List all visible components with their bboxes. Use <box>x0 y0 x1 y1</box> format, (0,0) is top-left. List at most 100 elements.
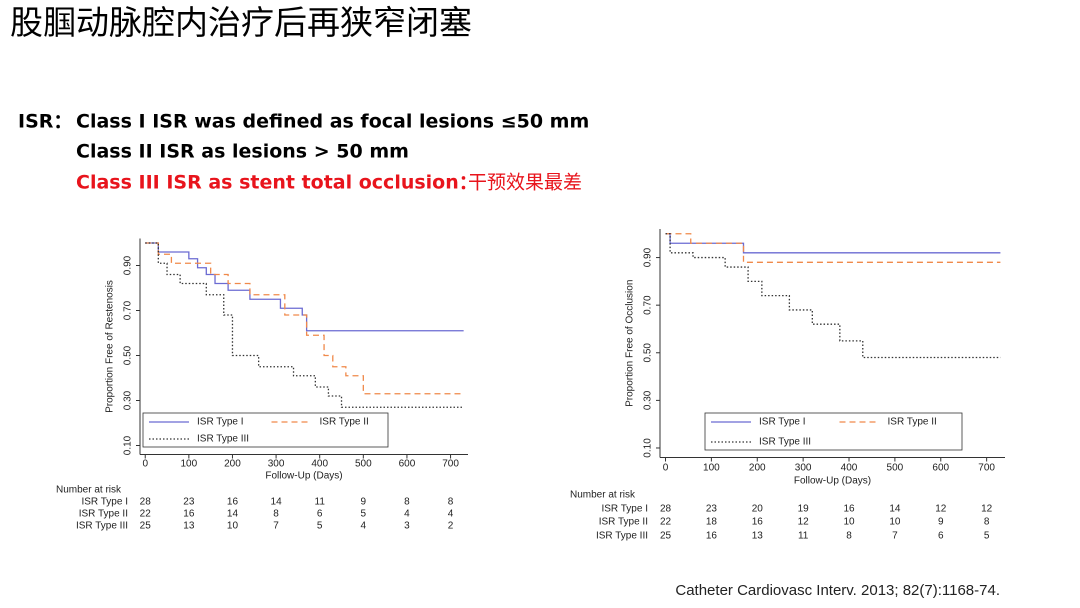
risk-value: 16 <box>843 504 855 515</box>
y-tick-label: 0.50 <box>123 345 134 365</box>
risk-value: 28 <box>140 497 152 508</box>
risk-value: 10 <box>227 521 239 532</box>
x-tick-label: 700 <box>442 459 459 470</box>
risk-value: 8 <box>984 517 990 528</box>
legend-label: ISR Type I <box>759 417 806 428</box>
isr-line: Class II ISR as lesions > 50 mm <box>76 141 409 163</box>
risk-value: 11 <box>798 531 809 542</box>
risk-value: 23 <box>706 504 718 515</box>
y-tick-label: 0.50 <box>643 343 654 363</box>
risk-row-label: ISR Type I <box>601 504 648 515</box>
legend-label: ISR Type III <box>759 437 811 448</box>
x-tick-label: 100 <box>703 463 720 474</box>
x-tick-label: 100 <box>181 459 198 470</box>
legend-label: ISR Type II <box>320 417 369 428</box>
risk-value: 12 <box>798 517 810 528</box>
risk-row-label: ISR Type II <box>599 517 648 528</box>
risk-title: Number at risk <box>56 485 122 496</box>
y-axis-title: Proportion Free of Occlusion <box>625 280 636 407</box>
risk-value: 4 <box>404 509 410 520</box>
risk-value: 7 <box>892 531 898 542</box>
risk-value: 14 <box>271 497 283 508</box>
y-tick-label: 0.70 <box>643 295 654 315</box>
risk-value: 10 <box>843 517 855 528</box>
y-tick-label: 0.90 <box>643 247 654 267</box>
x-tick-label: 300 <box>795 463 812 474</box>
km-curve <box>145 242 464 395</box>
risk-title: Number at risk <box>570 490 636 501</box>
risk-value: 6 <box>317 509 323 520</box>
x-tick-label: 600 <box>399 459 416 470</box>
legend-label: ISR Type II <box>888 417 937 428</box>
risk-value: 8 <box>846 531 852 542</box>
risk-value: 11 <box>315 497 326 508</box>
x-tick-label: 200 <box>749 463 766 474</box>
y-axis-title: Proportion Free of Restenosis <box>105 280 116 413</box>
risk-value: 14 <box>889 504 901 515</box>
risk-value: 19 <box>798 504 810 515</box>
risk-value: 14 <box>227 509 239 520</box>
risk-value: 6 <box>938 531 944 542</box>
y-tick-label: 0.70 <box>123 300 134 320</box>
risk-value: 2 <box>448 521 454 532</box>
risk-value: 16 <box>183 509 195 520</box>
x-tick-label: 0 <box>142 459 148 470</box>
y-tick-label: 0.30 <box>123 390 134 410</box>
y-tick-label: 0.30 <box>643 390 654 410</box>
risk-value: 22 <box>140 509 152 520</box>
risk-value: 9 <box>938 517 944 528</box>
isr-line: Class III ISR as stent total occlusion： <box>76 172 478 194</box>
risk-value: 9 <box>361 497 367 508</box>
risk-value: 8 <box>448 497 454 508</box>
x-tick-label: 400 <box>841 463 858 474</box>
risk-value: 4 <box>448 509 454 520</box>
risk-value: 22 <box>660 517 672 528</box>
x-axis-title: Follow-Up (Days) <box>794 476 871 487</box>
x-tick-label: 400 <box>311 459 328 470</box>
x-axis-title: Follow-Up (Days) <box>265 471 342 482</box>
legend-box <box>704 412 963 451</box>
y-tick-label: 0.10 <box>123 435 134 455</box>
risk-value: 16 <box>706 531 718 542</box>
legend-label: ISR Type III <box>197 434 249 445</box>
risk-value: 13 <box>752 531 764 542</box>
risk-value: 8 <box>273 509 279 520</box>
risk-value: 23 <box>183 497 195 508</box>
km-curve <box>665 233 1001 263</box>
y-tick-label: 0.10 <box>643 438 654 458</box>
x-tick-label: 600 <box>932 463 949 474</box>
risk-value: 5 <box>361 509 367 520</box>
risk-value: 10 <box>889 517 901 528</box>
x-tick-label: 0 <box>663 463 669 474</box>
risk-row-label: ISR Type I <box>81 497 128 508</box>
risk-value: 3 <box>404 521 410 532</box>
risk-value: 13 <box>183 521 195 532</box>
x-tick-label: 500 <box>355 459 372 470</box>
risk-value: 16 <box>752 517 764 528</box>
risk-row-label: ISR Type II <box>79 509 128 520</box>
risk-value: 20 <box>752 504 764 515</box>
risk-row-label: ISR Type III <box>76 521 128 532</box>
risk-value: 25 <box>140 521 152 532</box>
isr-line: Class I ISR was defined as focal lesions… <box>76 111 589 133</box>
x-tick-label: 300 <box>268 459 285 470</box>
isr-note: 干预效果最差 <box>468 172 582 194</box>
km-curve <box>145 242 464 332</box>
risk-value: 8 <box>404 497 410 508</box>
km-curve <box>665 233 1001 359</box>
risk-row-label: ISR Type III <box>596 531 648 542</box>
km-curve <box>665 233 1001 254</box>
slide-title: 股腘动脉腔内治疗后再狭窄闭塞 <box>10 3 472 42</box>
risk-value: 12 <box>935 504 947 515</box>
x-tick-label: 200 <box>224 459 241 470</box>
risk-value: 16 <box>227 497 239 508</box>
km-curve <box>145 242 464 408</box>
risk-value: 18 <box>706 517 718 528</box>
risk-value: 5 <box>984 531 990 542</box>
x-tick-label: 500 <box>887 463 904 474</box>
y-tick-label: 0.90 <box>123 255 134 275</box>
x-tick-label: 700 <box>978 463 995 474</box>
citation: Catheter Cardiovasc Interv. 2013; 82(7):… <box>675 582 1000 599</box>
